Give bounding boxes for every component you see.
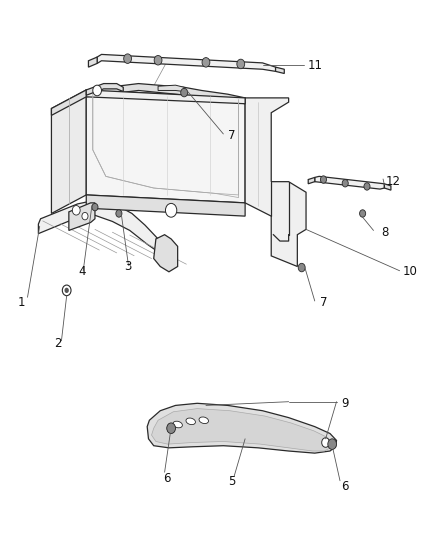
Polygon shape <box>154 235 178 272</box>
Ellipse shape <box>173 421 182 428</box>
Circle shape <box>116 210 122 217</box>
Text: 2: 2 <box>54 337 62 350</box>
Circle shape <box>181 88 187 97</box>
Circle shape <box>167 423 175 433</box>
Polygon shape <box>51 84 245 115</box>
Text: 6: 6 <box>163 472 170 485</box>
Circle shape <box>166 204 177 217</box>
Polygon shape <box>97 54 276 71</box>
Circle shape <box>202 58 210 67</box>
Text: 7: 7 <box>228 128 236 141</box>
Text: 4: 4 <box>78 265 86 278</box>
Circle shape <box>322 438 329 447</box>
Circle shape <box>92 204 98 211</box>
Polygon shape <box>69 203 95 230</box>
Text: 7: 7 <box>320 296 327 309</box>
Text: 8: 8 <box>381 225 389 239</box>
Circle shape <box>82 213 88 220</box>
Polygon shape <box>152 409 331 451</box>
Polygon shape <box>51 90 86 214</box>
Circle shape <box>328 439 336 449</box>
Circle shape <box>321 176 326 183</box>
Ellipse shape <box>199 417 208 424</box>
Circle shape <box>298 263 305 272</box>
Circle shape <box>237 59 245 69</box>
Ellipse shape <box>186 418 195 425</box>
Polygon shape <box>86 195 245 216</box>
Polygon shape <box>39 200 165 255</box>
Circle shape <box>124 54 131 63</box>
Circle shape <box>62 285 71 296</box>
Text: 10: 10 <box>403 265 418 278</box>
Text: 6: 6 <box>342 480 349 493</box>
Text: 5: 5 <box>228 475 236 488</box>
Polygon shape <box>308 177 315 184</box>
Circle shape <box>64 288 69 293</box>
Polygon shape <box>86 90 245 203</box>
Polygon shape <box>315 176 385 189</box>
Polygon shape <box>245 98 306 266</box>
Circle shape <box>364 183 370 190</box>
Text: 3: 3 <box>124 260 131 273</box>
Circle shape <box>93 85 102 96</box>
Polygon shape <box>88 57 97 67</box>
Text: 9: 9 <box>342 397 349 410</box>
Polygon shape <box>385 184 391 190</box>
Polygon shape <box>147 403 336 453</box>
Circle shape <box>167 423 176 433</box>
Polygon shape <box>276 67 284 74</box>
Polygon shape <box>158 85 184 92</box>
Circle shape <box>342 180 348 187</box>
Polygon shape <box>86 90 245 104</box>
Text: 1: 1 <box>17 296 25 309</box>
Circle shape <box>360 210 366 217</box>
Circle shape <box>72 206 80 215</box>
Text: 11: 11 <box>307 59 322 71</box>
Polygon shape <box>86 84 123 95</box>
Text: 12: 12 <box>385 175 401 188</box>
Circle shape <box>154 55 162 65</box>
